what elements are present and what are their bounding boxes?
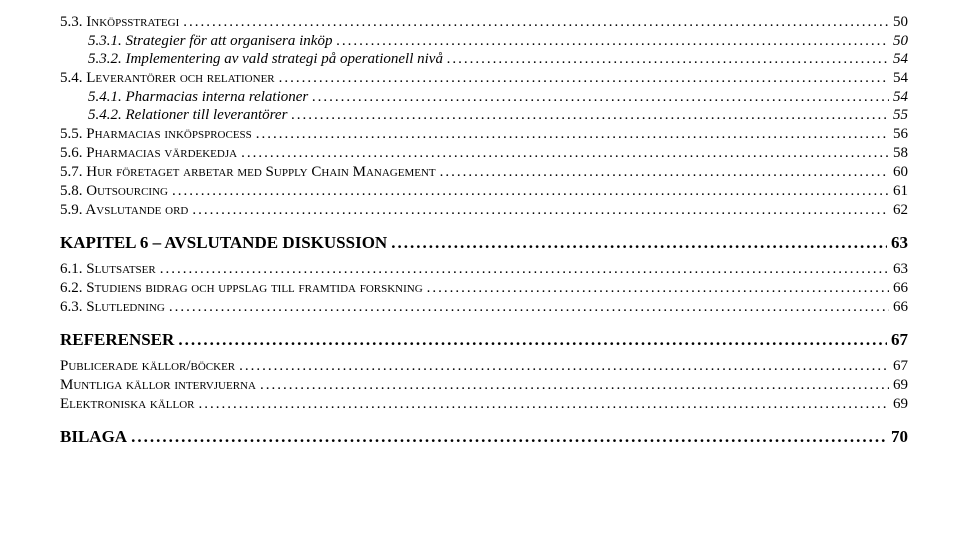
toc-entry-label: REFERENSER: [60, 330, 174, 350]
toc-entry: 5.4. Leverantörer och relationer 54: [60, 70, 908, 87]
toc-leader-dots: [178, 330, 887, 350]
toc-entry-label: BILAGA: [60, 427, 127, 447]
toc-leader-dots: [391, 233, 887, 253]
toc-leader-dots: [256, 126, 889, 143]
toc-leader-dots: [440, 164, 889, 181]
toc-entry-page: 70: [891, 427, 908, 447]
toc-entry-label: 5.3.1. Strategier för att organisera ink…: [88, 33, 332, 50]
toc-entry: Muntliga källor intervjuerna 69: [60, 377, 908, 394]
toc-entry: 5.7. Hur företaget arbetar med Supply Ch…: [60, 164, 908, 181]
toc-entry-label: 6.3. Slutledning: [60, 299, 165, 316]
toc-entry: BILAGA 70: [60, 427, 908, 447]
toc-entry-page: 54: [893, 89, 908, 106]
toc-entry: 5.4.1. Pharmacias interna relationer 54: [88, 89, 908, 106]
toc-entry-page: 58: [893, 145, 908, 162]
toc-entry-page: 50: [893, 14, 908, 31]
toc-leader-dots: [260, 377, 889, 394]
toc-entry-page: 55: [893, 107, 908, 124]
toc-entry: 5.3.1. Strategier för att organisera ink…: [88, 33, 908, 50]
toc-entry-label: 5.3. Inköpsstrategi: [60, 14, 179, 31]
toc-entry: 6.2. Studiens bidrag och uppslag till fr…: [60, 280, 908, 297]
toc-leader-dots: [172, 183, 889, 200]
toc-entry-page: 63: [893, 261, 908, 278]
toc-entry-page: 61: [893, 183, 908, 200]
toc-leader-dots: [199, 396, 889, 413]
toc-leader-dots: [131, 427, 887, 447]
toc-leader-dots: [312, 89, 889, 106]
toc-entry-label: 5.6. Pharmacias värdekedja: [60, 145, 237, 162]
toc-entry-page: 62: [893, 202, 908, 219]
toc-entry: 5.3. Inköpsstrategi 50: [60, 14, 908, 31]
toc-leader-dots: [279, 70, 889, 87]
toc-entry-label: 5.5. Pharmacias inköpsprocess: [60, 126, 252, 143]
toc-leader-dots: [336, 33, 889, 50]
toc-entry-page: 69: [893, 377, 908, 394]
toc-entry: 5.3.2. Implementering av vald strategi p…: [88, 51, 908, 68]
toc-entry-label: KAPITEL 6 – AVSLUTANDE DISKUSSION: [60, 233, 387, 253]
toc-entry-label: Elektroniska källor: [60, 396, 195, 413]
toc-entry: REFERENSER 67: [60, 330, 908, 350]
toc-entry-page: 56: [893, 126, 908, 143]
toc-leader-dots: [427, 280, 889, 297]
toc-entry: 5.5. Pharmacias inköpsprocess 56: [60, 126, 908, 143]
toc-entry-label: 5.3.2. Implementering av vald strategi p…: [88, 51, 443, 68]
toc-entry-label: 6.2. Studiens bidrag och uppslag till fr…: [60, 280, 423, 297]
toc-leader-dots: [447, 51, 889, 68]
toc-entry: 5.4.2. Relationer till leverantörer 55: [88, 107, 908, 124]
toc-entry-label: 6.1. Slutsatser: [60, 261, 156, 278]
toc-entry: 6.3. Slutledning 66: [60, 299, 908, 316]
toc-entry-page: 69: [893, 396, 908, 413]
toc-entry-page: 50: [893, 33, 908, 50]
toc-entry-label: 5.4. Leverantörer och relationer: [60, 70, 275, 87]
toc-entry-label: 5.7. Hur företaget arbetar med Supply Ch…: [60, 164, 436, 181]
toc-entry: 5.9. Avslutande ord 62: [60, 202, 908, 219]
toc-entry-page: 67: [891, 330, 908, 350]
toc-leader-dots: [291, 107, 889, 124]
table-of-contents: 5.3. Inköpsstrategi 50 5.3.1. Strategier f…: [60, 14, 908, 447]
toc-leader-dots: [169, 299, 889, 316]
toc-leader-dots: [192, 202, 889, 219]
toc-entry: Publicerade källor/böcker 67: [60, 358, 908, 375]
toc-leader-dots: [239, 358, 889, 375]
toc-entry: 5.8. Outsourcing 61: [60, 183, 908, 200]
toc-leader-dots: [241, 145, 889, 162]
toc-entry-page: 63: [891, 233, 908, 253]
toc-entry-page: 66: [893, 299, 908, 316]
toc-entry: 5.6. Pharmacias värdekedja 58: [60, 145, 908, 162]
toc-entry: 6.1. Slutsatser 63: [60, 261, 908, 278]
toc-entry-page: 67: [893, 358, 908, 375]
toc-leader-dots: [183, 14, 889, 31]
toc-leader-dots: [160, 261, 889, 278]
toc-entry: Elektroniska källor 69: [60, 396, 908, 413]
toc-entry-page: 54: [893, 51, 908, 68]
toc-entry-page: 54: [893, 70, 908, 87]
toc-entry-page: 60: [893, 164, 908, 181]
toc-entry-label: Muntliga källor intervjuerna: [60, 377, 256, 394]
toc-entry-label: 5.4.1. Pharmacias interna relationer: [88, 89, 308, 106]
toc-entry-label: Publicerade källor/böcker: [60, 358, 235, 375]
toc-entry-label: 5.8. Outsourcing: [60, 183, 168, 200]
toc-entry-label: 5.4.2. Relationer till leverantörer: [88, 107, 287, 124]
toc-entry-page: 66: [893, 280, 908, 297]
toc-entry: KAPITEL 6 – AVSLUTANDE DISKUSSION 63: [60, 233, 908, 253]
toc-entry-label: 5.9. Avslutande ord: [60, 202, 188, 219]
